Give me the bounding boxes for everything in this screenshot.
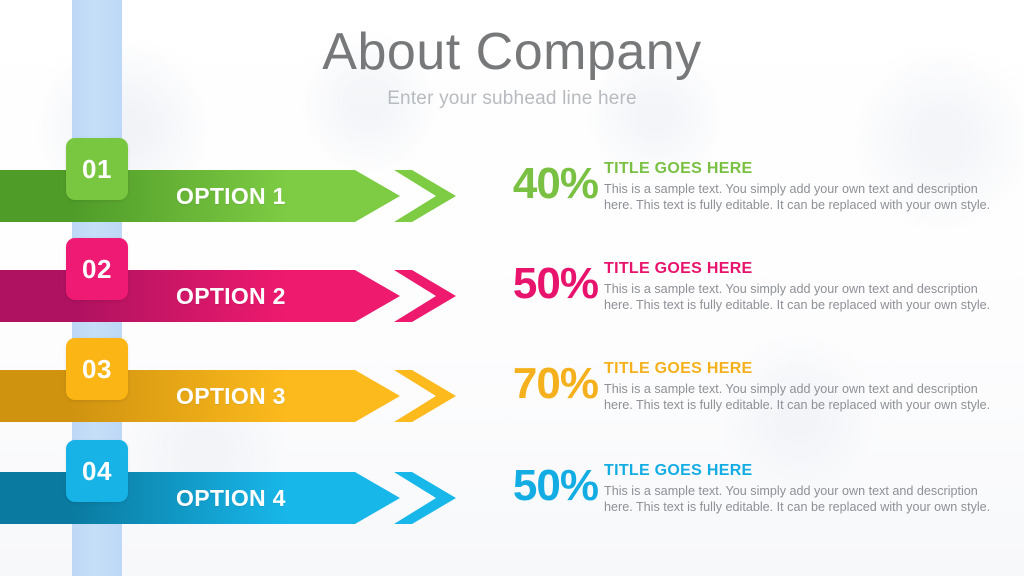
detail-block-4: TITLE GOES HERE This is a sample text. Y… [604,462,996,516]
page-subtitle: Enter your subhead line here [387,88,637,110]
step-badge-4[interactable]: 04 [66,440,128,502]
detail-body-4: This is a sample text. You simply add yo… [604,483,991,515]
detail-body-3: This is a sample text. You simply add yo… [604,381,991,413]
option-label-3: OPTION 3 [176,382,286,409]
option-label-4: OPTION 4 [176,484,286,511]
detail-block-1: TITLE GOES HERE This is a sample text. Y… [604,160,996,214]
detail-block-2: TITLE GOES HERE This is a sample text. Y… [604,260,996,314]
detail-title-3: TITLE GOES HERE [604,360,753,377]
percent-value-4: 50% [512,461,599,510]
detail-body-2: This is a sample text. You simply add yo… [604,281,991,313]
step-badge-1[interactable]: 01 [66,138,128,200]
percent-value-2: 50% [512,259,599,308]
option-row-4[interactable]: OPTION 4 04 50% TITLE GOES HERE This is … [0,440,1024,540]
percent-value-3: 70% [512,359,599,408]
detail-title-4: TITLE GOES HERE [604,462,753,479]
option-label-2: OPTION 2 [176,282,286,309]
option-row-3[interactable]: OPTION 3 03 70% TITLE GOES HERE This is … [0,338,1024,438]
detail-title-1: TITLE GOES HERE [604,160,753,177]
step-badge-3[interactable]: 03 [66,338,128,400]
step-badge-2[interactable]: 02 [66,238,128,300]
step-number-2: 02 [82,254,112,284]
detail-block-3: TITLE GOES HERE This is a sample text. Y… [604,360,996,414]
step-number-4: 04 [82,456,112,486]
option-row-2[interactable]: OPTION 2 02 50% TITLE GOES HERE This is … [0,238,1024,338]
step-number-1: 01 [82,154,112,184]
option-row-1[interactable]: OPTION 1 01 40% TITLE GOES HERE This is … [0,138,1024,238]
detail-title-2: TITLE GOES HERE [604,260,753,277]
step-number-3: 03 [82,354,112,384]
slide-header: About Company Enter your subhead line he… [0,24,1024,110]
percent-value-1: 40% [512,159,599,208]
detail-body-1: This is a sample text. You simply add yo… [604,181,991,213]
page-title: About Company [322,23,702,81]
option-label-1: OPTION 1 [176,182,286,209]
